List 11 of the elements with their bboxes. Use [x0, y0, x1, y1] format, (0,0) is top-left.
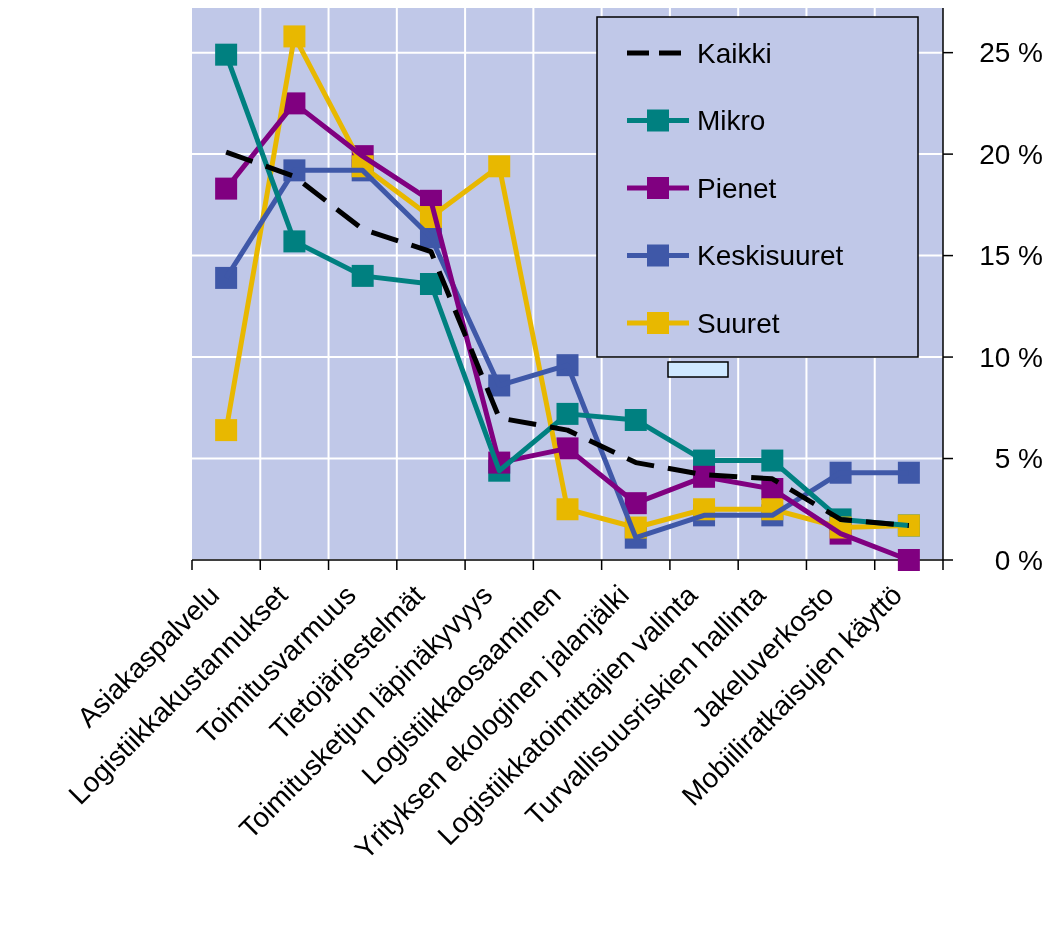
- legend-label: Keskisuuret: [697, 240, 844, 272]
- y-tick-label: 0 %: [994, 544, 1043, 576]
- y-tick-label: 25 %: [979, 37, 1043, 69]
- y-tick-label: 5 %: [994, 443, 1043, 475]
- legend-label: Mikro: [697, 105, 766, 137]
- y-tick-label: 15 %: [979, 240, 1043, 272]
- legend-label: Suuret: [697, 307, 780, 339]
- y-tick-label: 20 %: [979, 138, 1043, 170]
- legend-label: Pienet: [697, 172, 777, 204]
- y-tick-label: 10 %: [979, 341, 1043, 373]
- legend-label: Kaikki: [697, 37, 772, 69]
